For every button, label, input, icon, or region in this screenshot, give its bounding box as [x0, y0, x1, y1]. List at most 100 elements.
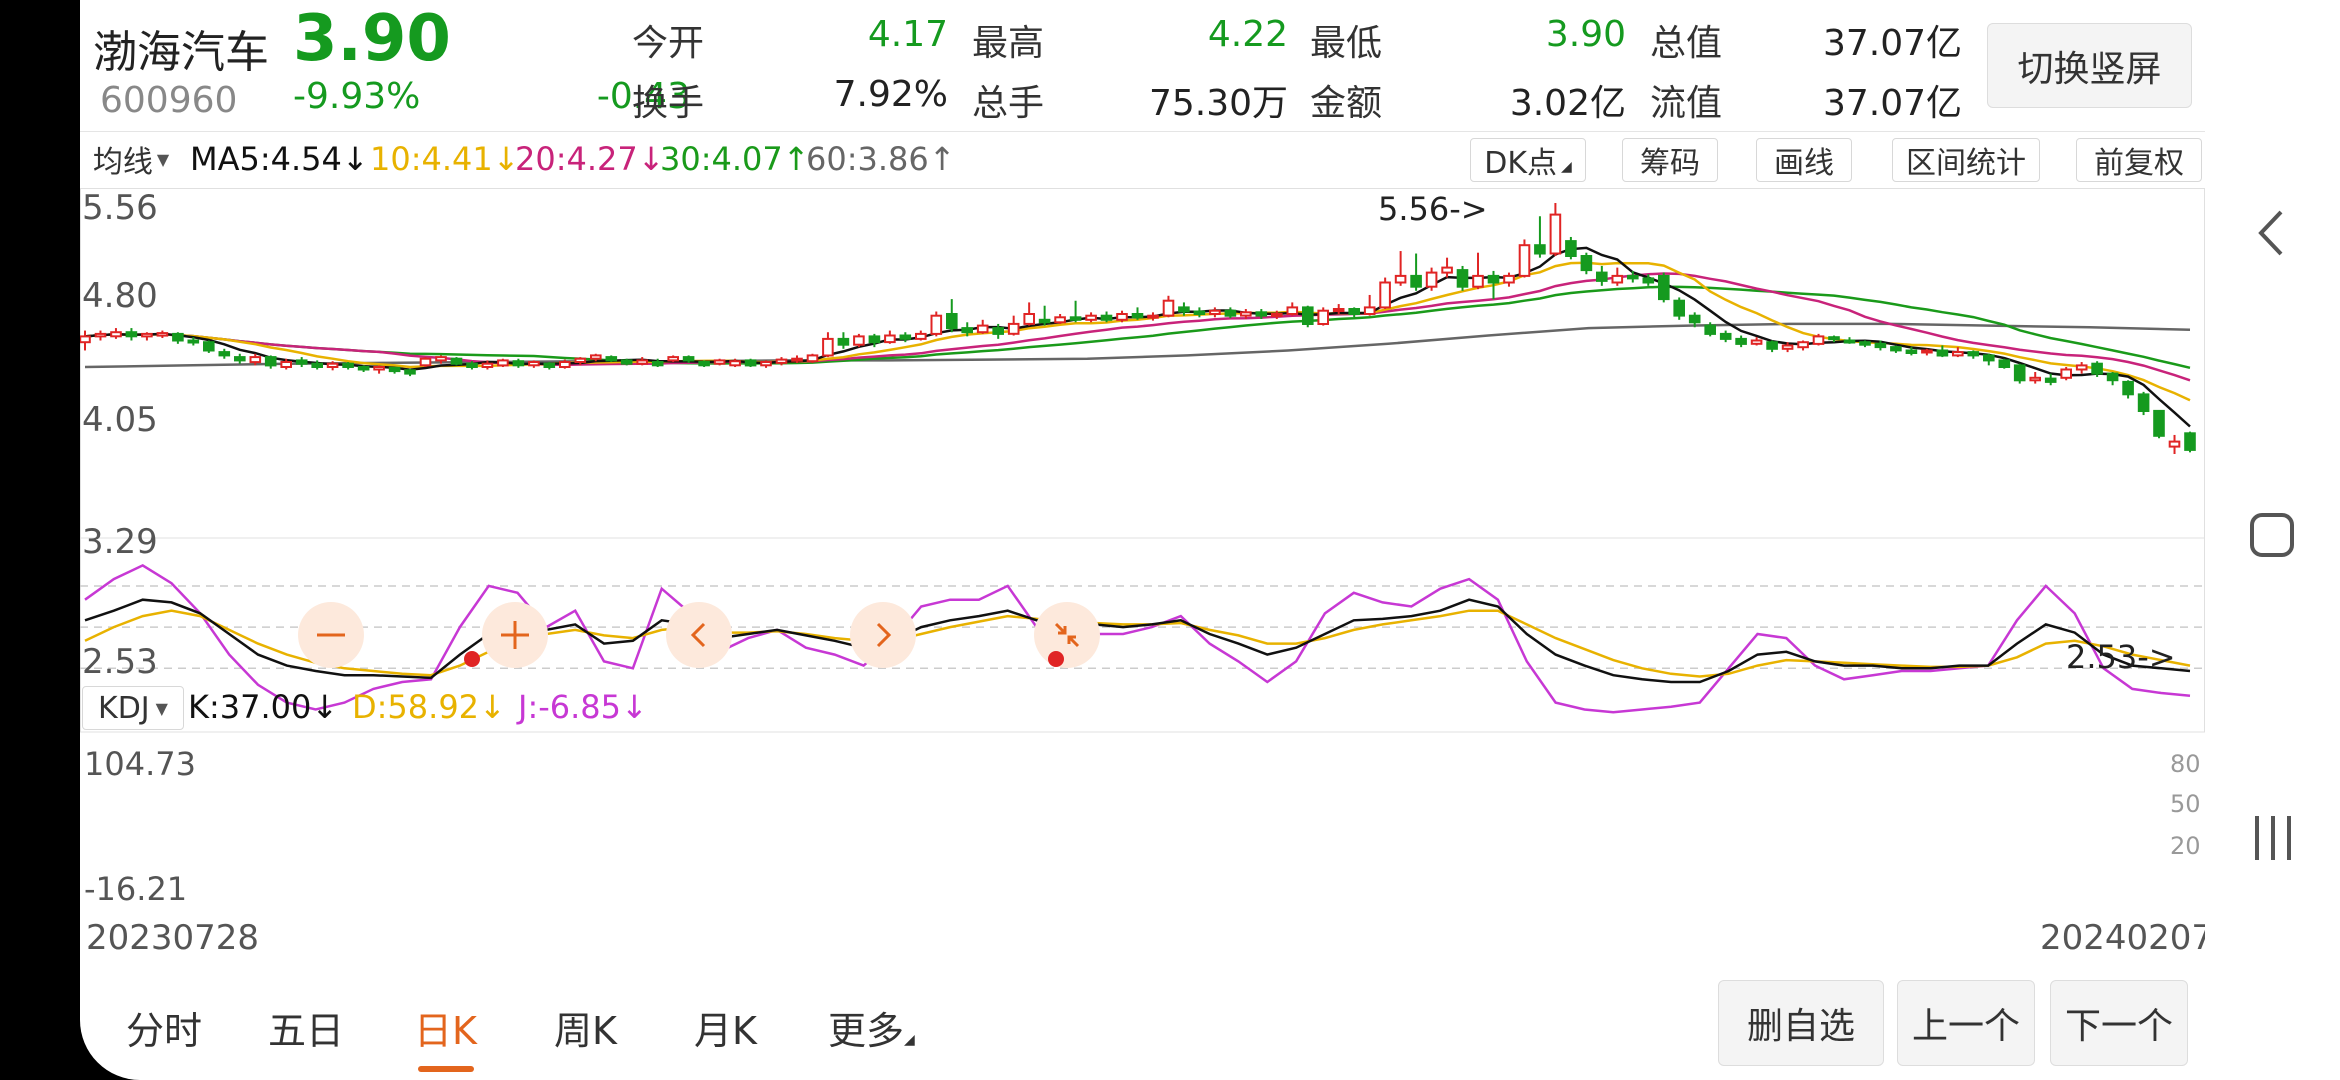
- candle-body: [466, 362, 478, 368]
- end-date: 20240207: [2040, 918, 2205, 958]
- tab-weekly-k[interactable]: 周K: [554, 1009, 617, 1053]
- low-marker: 2.53->: [2066, 638, 2176, 676]
- candle-body: [1828, 336, 1840, 341]
- candle-body: [590, 354, 602, 360]
- candle: [2075, 362, 2088, 374]
- price-axis-max: 5.56: [82, 188, 158, 228]
- kdj-indicator-bar: KDJ ▼ K:37.00↓ D:58.92↓ J:-6.85↓: [80, 684, 2205, 734]
- tab-more[interactable]: 更多◢: [828, 1000, 915, 1055]
- kdj-k-value: K:37.00↓: [188, 688, 339, 726]
- candle: [698, 360, 710, 368]
- candle-body: [1441, 266, 1453, 274]
- candle: [388, 366, 401, 374]
- candle-body: [2168, 440, 2181, 448]
- candle-body: [1750, 339, 1763, 345]
- scroll-left-button[interactable]: [666, 602, 732, 668]
- candle: [1085, 312, 1097, 323]
- tab-daily-k[interactable]: 日K: [414, 1009, 477, 1053]
- candle-body: [156, 332, 169, 337]
- candle-body: [760, 361, 772, 367]
- candle-body: [1224, 309, 1237, 317]
- candle: [1843, 337, 1856, 344]
- candle-body: [744, 359, 757, 367]
- range-stats-button[interactable]: 区间统计: [1892, 138, 2040, 182]
- candle: [172, 332, 184, 344]
- draw-line-button[interactable]: 画线: [1756, 138, 1852, 182]
- candle: [1302, 305, 1314, 328]
- tab-intraday[interactable]: 分时: [126, 1009, 203, 1053]
- candle: [404, 368, 416, 377]
- candle: [806, 353, 819, 363]
- candle: [1967, 350, 1980, 359]
- open-value: 4.17: [867, 14, 948, 55]
- candle: [1487, 270, 1500, 300]
- candle: [1797, 340, 1809, 351]
- candle: [1271, 310, 1283, 319]
- candle: [713, 358, 726, 366]
- kdj-level-50: 50: [2170, 790, 2201, 818]
- candle-body: [636, 359, 649, 365]
- back-icon[interactable]: [2255, 208, 2289, 258]
- candle: [1735, 335, 1747, 348]
- chips-button[interactable]: 筹码: [1622, 138, 1718, 182]
- turnover-value: 7.92%: [833, 74, 948, 115]
- candle: [481, 360, 494, 370]
- candle: [1224, 307, 1237, 319]
- candle-body: [1286, 306, 1299, 316]
- candle-body: [1131, 313, 1144, 319]
- candle: [295, 357, 308, 368]
- zoom-out-button[interactable]: [298, 602, 364, 668]
- candlestick-chart[interactable]: [80, 188, 2205, 748]
- ma-selector[interactable]: 均线 ▼: [84, 138, 178, 180]
- zoom-in-button[interactable]: [482, 602, 548, 668]
- candle-body: [667, 356, 680, 362]
- candle-body: [868, 335, 881, 344]
- candle: [1178, 302, 1190, 316]
- candle-body: [1890, 346, 1902, 352]
- dk-point-button[interactable]: DK点 ◢: [1470, 138, 1586, 182]
- moving-average-lines: [84, 246, 2191, 428]
- price-axis-4: 3.29: [82, 522, 158, 562]
- candle: [342, 362, 354, 370]
- candle: [543, 362, 556, 370]
- candle-body: [450, 357, 463, 365]
- candle: [1719, 330, 1732, 343]
- candle: [1147, 312, 1159, 321]
- candle-body: [915, 332, 927, 340]
- candle-body: [822, 337, 834, 357]
- chevron-right-icon: [876, 622, 892, 648]
- recent-apps-icon[interactable]: [2251, 814, 2295, 862]
- remove-watchlist-button[interactable]: 删自选: [1718, 980, 1884, 1066]
- period-tabs: 分时 五日 日K 周K 月K 更多◢ 删自选 上一个 下一个: [80, 960, 2205, 1080]
- candle-body: [280, 361, 292, 368]
- candle: [868, 333, 881, 348]
- candle-body: [1147, 314, 1159, 319]
- candle-body: [1565, 240, 1577, 257]
- tab-five-day[interactable]: 五日: [268, 1009, 345, 1053]
- candle: [1069, 300, 1082, 323]
- candle-body: [2091, 362, 2103, 375]
- candle-body: [698, 361, 710, 367]
- amount-label: 金额: [1310, 83, 1383, 124]
- candle-body: [605, 356, 618, 362]
- scroll-right-button[interactable]: [850, 602, 916, 668]
- candle: [512, 358, 525, 368]
- notification-dot: [1048, 651, 1064, 667]
- previous-stock-button[interactable]: 上一个: [1897, 980, 2035, 1066]
- candle-body: [1642, 277, 1655, 284]
- candle-body: [620, 359, 633, 365]
- candle: [976, 319, 989, 334]
- candle: [1286, 302, 1299, 316]
- candle: [1580, 252, 1593, 275]
- forward-adjust-button[interactable]: 前复权: [2076, 138, 2202, 182]
- indicator-selector[interactable]: KDJ ▼: [82, 686, 184, 730]
- home-icon[interactable]: [2249, 512, 2295, 558]
- next-stock-button[interactable]: 下一个: [2050, 980, 2188, 1066]
- collapse-button[interactable]: [1034, 602, 1100, 668]
- switch-portrait-button[interactable]: 切换竖屏: [1987, 23, 2192, 108]
- ma60-line: [84, 322, 2191, 369]
- candle: [1534, 216, 1546, 258]
- tab-monthly-k[interactable]: 月K: [694, 1009, 757, 1053]
- candle-body: [125, 331, 138, 338]
- candle-body: [559, 361, 571, 368]
